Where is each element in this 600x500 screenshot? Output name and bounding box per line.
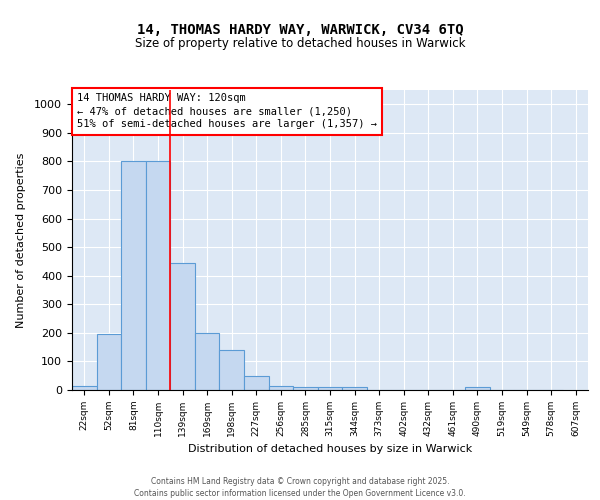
- Bar: [342, 387, 367, 390]
- Bar: [269, 386, 293, 390]
- Text: 14, THOMAS HARDY WAY, WARWICK, CV34 6TQ: 14, THOMAS HARDY WAY, WARWICK, CV34 6TQ: [137, 22, 463, 36]
- Bar: [195, 333, 220, 390]
- Bar: [97, 334, 121, 390]
- Bar: [244, 376, 269, 390]
- Bar: [72, 386, 97, 390]
- Bar: [220, 350, 244, 390]
- X-axis label: Distribution of detached houses by size in Warwick: Distribution of detached houses by size …: [188, 444, 472, 454]
- Y-axis label: Number of detached properties: Number of detached properties: [16, 152, 26, 328]
- Text: 14 THOMAS HARDY WAY: 120sqm
← 47% of detached houses are smaller (1,250)
51% of : 14 THOMAS HARDY WAY: 120sqm ← 47% of det…: [77, 93, 377, 130]
- Bar: [170, 263, 195, 390]
- Text: Contains public sector information licensed under the Open Government Licence v3: Contains public sector information licen…: [134, 489, 466, 498]
- Text: Contains HM Land Registry data © Crown copyright and database right 2025.: Contains HM Land Registry data © Crown c…: [151, 478, 449, 486]
- Bar: [465, 387, 490, 390]
- Bar: [318, 387, 342, 390]
- Bar: [146, 162, 170, 390]
- Bar: [293, 386, 318, 390]
- Bar: [121, 162, 146, 390]
- Text: Size of property relative to detached houses in Warwick: Size of property relative to detached ho…: [135, 38, 465, 51]
